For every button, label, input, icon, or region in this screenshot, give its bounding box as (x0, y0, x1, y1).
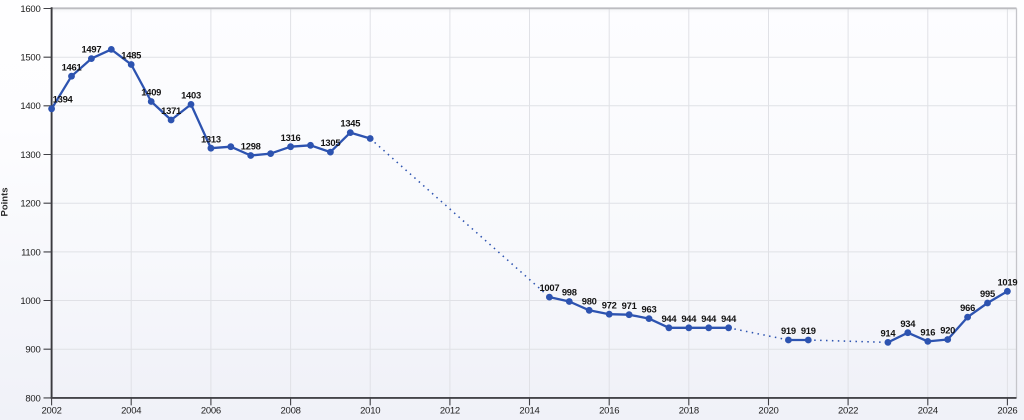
svg-text:1305: 1305 (320, 137, 340, 148)
svg-text:916: 916 (920, 327, 935, 338)
svg-text:1400: 1400 (20, 101, 40, 112)
svg-text:800: 800 (25, 393, 40, 404)
svg-text:971: 971 (622, 300, 637, 311)
svg-text:972: 972 (602, 299, 617, 310)
svg-text:1409: 1409 (141, 87, 161, 98)
svg-text:1019: 1019 (997, 276, 1017, 287)
svg-text:2002: 2002 (42, 406, 62, 417)
svg-text:1461: 1461 (62, 61, 82, 72)
svg-text:2016: 2016 (599, 406, 619, 417)
svg-text:1500: 1500 (20, 53, 40, 64)
svg-text:914: 914 (880, 328, 896, 339)
svg-text:1497: 1497 (81, 44, 101, 55)
svg-text:966: 966 (960, 302, 975, 313)
svg-text:944: 944 (701, 313, 717, 324)
svg-text:1403: 1403 (181, 90, 201, 101)
svg-text:2022: 2022 (838, 406, 858, 417)
svg-text:944: 944 (721, 313, 737, 324)
svg-text:1313: 1313 (201, 133, 221, 144)
svg-text:934: 934 (900, 318, 916, 329)
svg-text:1298: 1298 (241, 141, 261, 152)
svg-text:920: 920 (940, 325, 955, 336)
svg-text:2004: 2004 (121, 406, 141, 417)
svg-text:1485: 1485 (121, 50, 141, 61)
svg-text:1316: 1316 (281, 132, 301, 143)
svg-text:1100: 1100 (21, 247, 40, 258)
svg-text:995: 995 (980, 288, 995, 299)
svg-text:1300: 1300 (20, 150, 40, 161)
svg-text:2008: 2008 (281, 406, 301, 417)
svg-text:2010: 2010 (360, 406, 380, 417)
svg-text:919: 919 (781, 325, 796, 336)
svg-text:1371: 1371 (161, 105, 181, 116)
svg-text:1345: 1345 (340, 118, 360, 129)
svg-text:1394: 1394 (53, 94, 74, 105)
svg-text:998: 998 (562, 287, 577, 298)
svg-text:2024: 2024 (918, 406, 938, 417)
svg-text:919: 919 (801, 325, 816, 336)
svg-text:1007: 1007 (539, 282, 559, 293)
svg-text:2020: 2020 (758, 406, 778, 417)
svg-text:Points: Points (0, 187, 11, 216)
svg-text:2012: 2012 (440, 406, 460, 417)
svg-text:980: 980 (582, 295, 597, 306)
svg-text:1600: 1600 (20, 4, 40, 15)
svg-text:900: 900 (25, 345, 40, 356)
svg-text:1000: 1000 (20, 296, 40, 307)
svg-text:944: 944 (661, 313, 677, 324)
svg-text:1200: 1200 (20, 199, 40, 210)
svg-text:2014: 2014 (519, 406, 539, 417)
svg-text:944: 944 (681, 313, 697, 324)
svg-text:2026: 2026 (997, 406, 1017, 417)
svg-text:2018: 2018 (679, 406, 699, 417)
svg-text:963: 963 (642, 304, 657, 315)
svg-text:2006: 2006 (201, 406, 221, 417)
